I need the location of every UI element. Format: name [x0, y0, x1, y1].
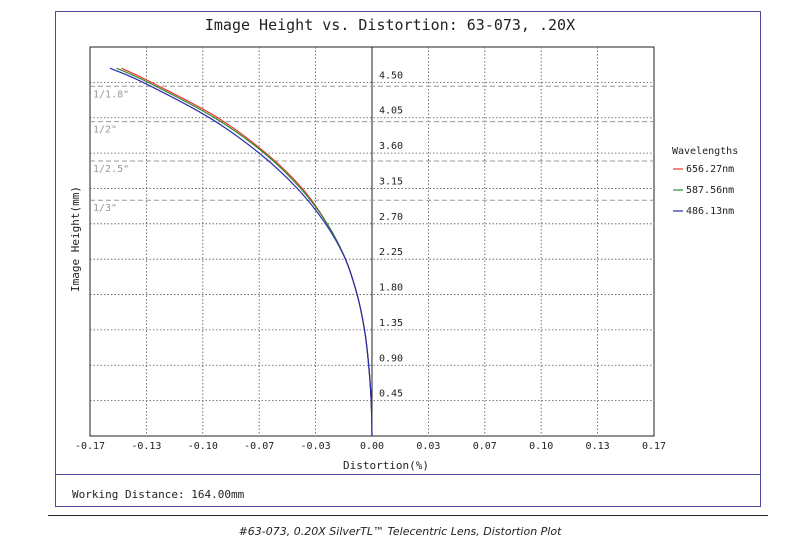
y-tick-label: 2.70: [379, 212, 403, 223]
sensor-label: 1/2": [93, 125, 117, 136]
x-tick-label: -0.17: [75, 441, 105, 452]
sensor-label: 1/2.5": [93, 164, 129, 175]
y-tick-label: 1.80: [379, 283, 403, 294]
plot-frame: [55, 11, 761, 507]
caption-divider: [48, 515, 768, 516]
legend-title: Wavelengths: [672, 146, 738, 157]
x-tick-label: 0.10: [529, 441, 553, 452]
x-tick-label: 0.17: [642, 441, 666, 452]
chart-title: Image Height vs. Distortion: 63-073, .20…: [205, 16, 575, 34]
tick-labels: -0.17 -0.13 -0.10 -0.07 -0.03 0.00 0.03 0.07 0.1…: [75, 70, 666, 452]
x-tick-label: -0.10: [188, 441, 218, 452]
working-distance: Working Distance: 164.00mm: [72, 488, 245, 501]
frame-divider: [55, 474, 761, 475]
legend-entry: 486.13nm: [686, 206, 734, 217]
x-tick-label: 0.00: [360, 441, 384, 452]
y-tick-label: 1.35: [379, 318, 403, 329]
x-tick-label: 0.03: [416, 441, 440, 452]
x-tick-label: -0.07: [244, 441, 274, 452]
y-tick-label: 3.15: [379, 176, 403, 187]
legend-entry: 587.56nm: [686, 185, 734, 196]
sensor-size-lines: 1/1.8" 1/2" 1/2.5" 1/3": [90, 85, 654, 214]
sensor-label: 1/3": [93, 203, 117, 214]
y-axis-label: Image Height(mm): [69, 186, 82, 292]
x-tick-label: 0.07: [473, 441, 497, 452]
legend-entry: 656.27nm: [686, 164, 734, 175]
series-line-486.13nm: [109, 67, 373, 437]
y-tick-label: 0.90: [379, 353, 403, 364]
series-line-656.27nm: [121, 67, 373, 437]
series-line-587.56nm: [116, 67, 373, 437]
x-tick-label: -0.03: [301, 441, 331, 452]
y-tick-label: 4.05: [379, 106, 403, 117]
x-tick-label: 0.13: [586, 441, 610, 452]
legend: Wavelengths 656.27nm 587.56nm 486.13nm: [672, 146, 738, 217]
y-tick-label: 2.25: [379, 247, 403, 258]
y-tick-label: 0.45: [379, 389, 403, 400]
x-tick-label: -0.13: [131, 441, 161, 452]
x-axis-label: Distortion(%): [343, 459, 429, 472]
y-tick-label: 4.50: [379, 70, 403, 81]
sensor-label: 1/1.8": [93, 89, 129, 100]
y-tick-label: 3.60: [379, 141, 403, 152]
series-lines: [109, 67, 373, 437]
figure-caption: #63-073, 0.20X SilverTL™ Telecentric Len…: [238, 525, 562, 538]
grid: [89, 46, 655, 437]
